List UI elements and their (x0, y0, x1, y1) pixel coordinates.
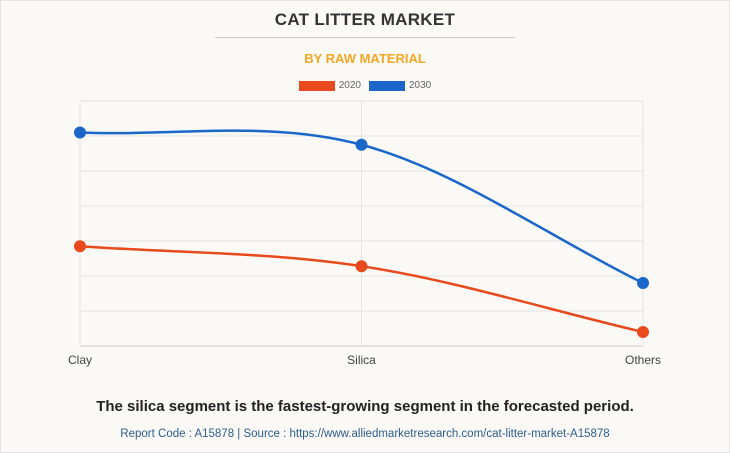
point-2030-silica (355, 138, 368, 151)
legend: 2020 2030 (0, 80, 730, 91)
point-2020-clay (74, 240, 86, 253)
chart-subtitle: BY RAW MATERIAL (304, 51, 426, 66)
legend-swatch-2030 (369, 80, 405, 91)
point-2020-silica (355, 260, 368, 273)
legend-swatch-2020 (298, 80, 335, 91)
x-tick-label-silica: Silica (347, 353, 376, 367)
chart-title: CAT LITTER MARKET (274, 10, 456, 29)
title-divider (215, 37, 515, 38)
point-2030-others (637, 277, 649, 289)
legend-label-2020: 2020 (338, 80, 361, 91)
legend-item-2030[interactable]: 2030 (369, 80, 431, 91)
point-2030-clay (74, 126, 86, 139)
x-tick-label-others: Others (625, 353, 661, 367)
report-source[interactable]: Report Code : A15878 | Source : https://… (120, 428, 610, 440)
legend-item-2020[interactable]: 2020 (298, 80, 361, 91)
point-2020-others (637, 326, 649, 338)
legend-label-2030: 2030 (409, 80, 432, 91)
x-tick-label-clay: Clay (68, 353, 92, 367)
chart-caption: The silica segment is the fastest-growin… (96, 398, 634, 415)
